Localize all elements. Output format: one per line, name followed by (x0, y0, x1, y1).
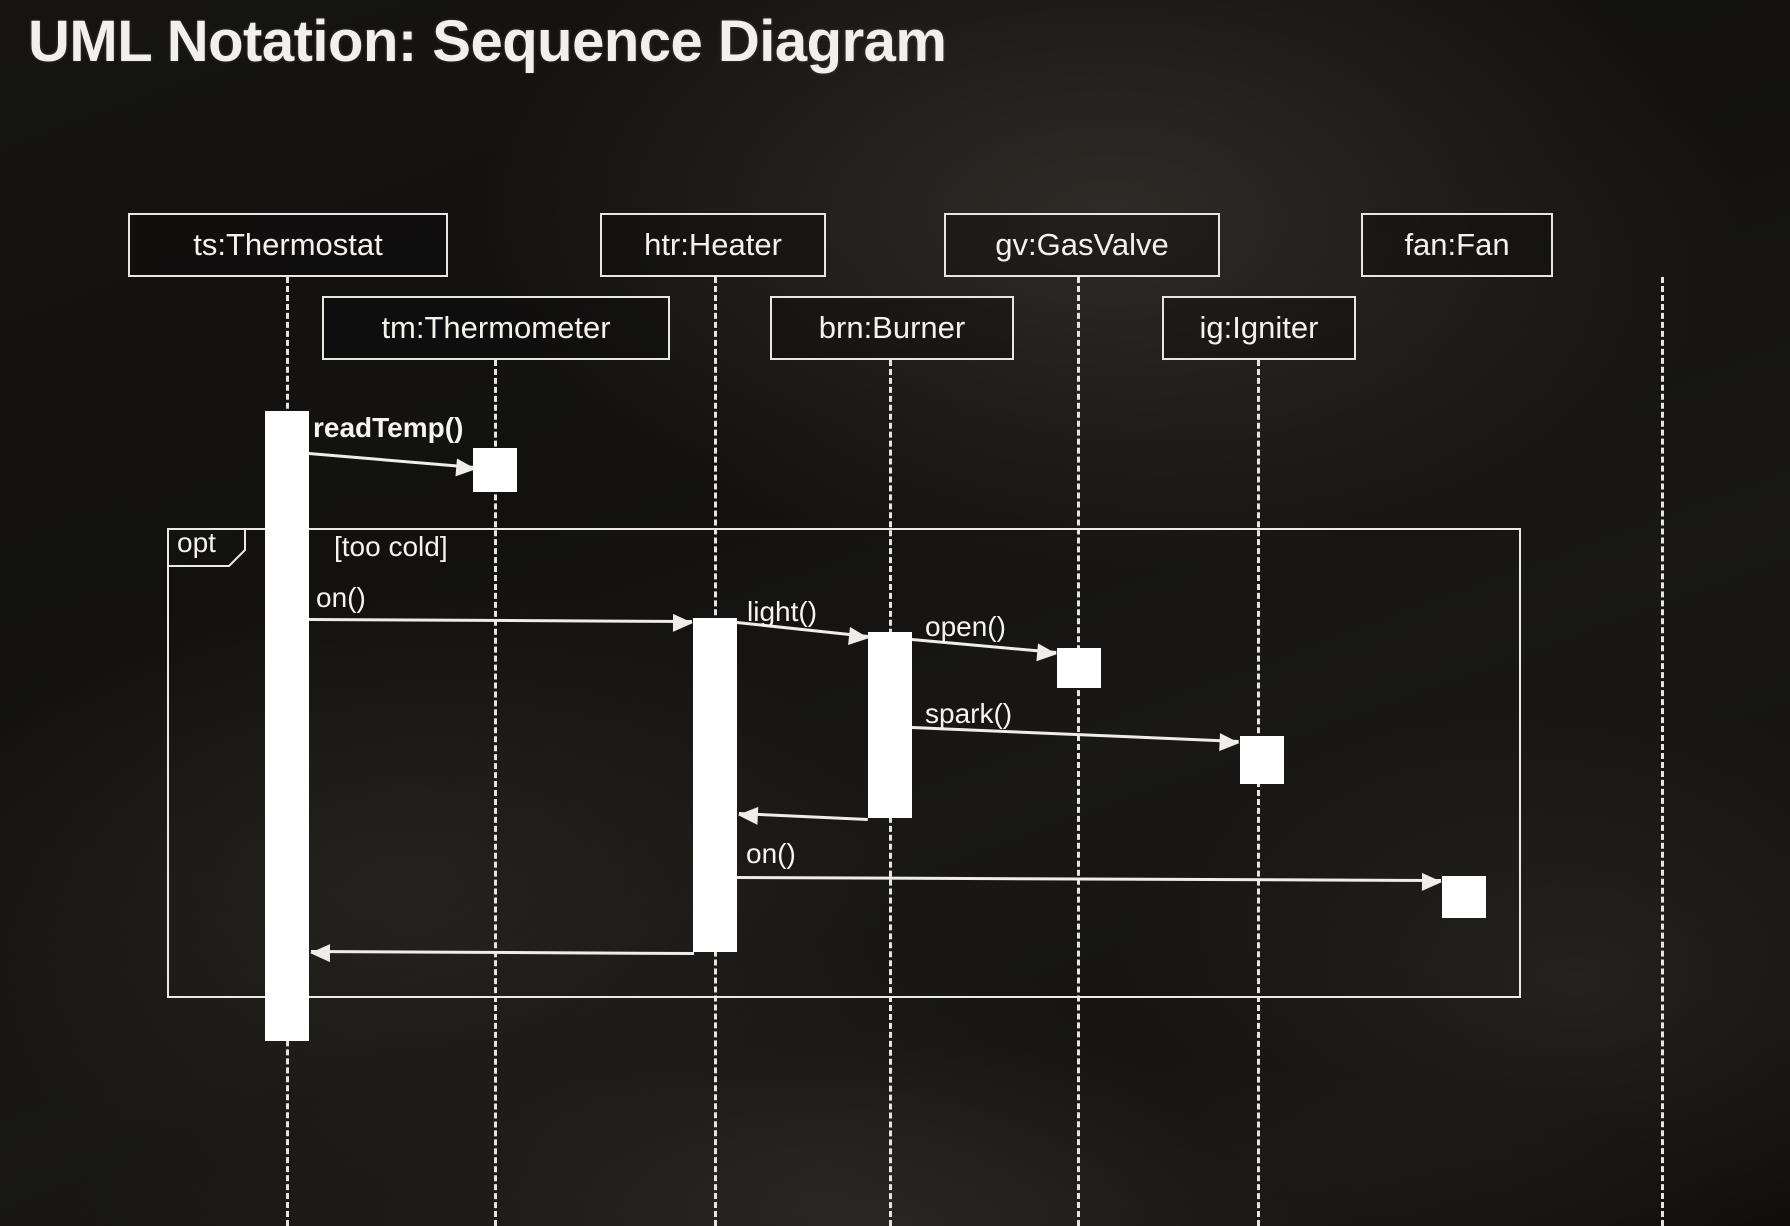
lifeline-head-label: ig:Igniter (1199, 310, 1319, 345)
message-label-spark: spark() (925, 698, 1013, 729)
arrowhead-icon (309, 943, 331, 963)
lifeline-head-gv-gasvalve[interactable]: gv:GasValve (944, 213, 1220, 277)
arrowhead-icon (1219, 733, 1241, 753)
message-label-on: on() (316, 582, 366, 613)
lifeline-head-label: brn:Burner (818, 310, 966, 345)
page-title: UML Notation: Sequence Diagram (28, 9, 947, 74)
message-label-on: on() (746, 838, 796, 869)
lifeline-head-htr-heater[interactable]: htr:Heater (600, 213, 826, 277)
fragment-operator-label: opt (177, 527, 216, 558)
lifeline-ig-igniter (1257, 360, 1260, 1226)
lifeline-head-label: tm:Thermometer (381, 310, 611, 345)
lifeline-head-label: gv:GasValve (995, 227, 1169, 262)
message-arrow-readtemp[interactable] (308, 452, 477, 479)
lifeline-head-label: htr:Heater (644, 227, 782, 262)
lifeline-head-tm-thermometer[interactable]: tm:Thermometer (322, 296, 670, 360)
lifeline-head-label: fan:Fan (1404, 227, 1510, 262)
lifeline-head-ts-thermostat[interactable]: ts:Thermostat (128, 213, 448, 277)
fragment-operator-tag: opt (167, 527, 246, 567)
activation-bar-brn-burner[interactable] (868, 632, 912, 818)
arrowhead-icon (847, 627, 870, 648)
activation-bar-ts-thermostat[interactable] (265, 411, 309, 1041)
lifeline-head-brn-burner[interactable]: brn:Burner (770, 296, 1014, 360)
lifeline-gv-gasvalve (1077, 277, 1080, 1226)
lifeline-fan-fan (1661, 277, 1664, 1226)
message-label-open: open() (925, 611, 1006, 642)
activation-bar-htr-heater[interactable] (693, 618, 737, 952)
combined-fragment-opt[interactable] (167, 528, 1521, 998)
fragment-guard-condition: [too cold] (334, 531, 448, 562)
arrowhead-icon (1421, 872, 1443, 892)
activation-bar-fan-fan[interactable] (1442, 876, 1486, 918)
arrowhead-icon (672, 613, 694, 633)
activation-bar-gv-gasvalve[interactable] (1057, 648, 1101, 688)
lifeline-head-ig-igniter[interactable]: ig:Igniter (1162, 296, 1356, 360)
arrowhead-icon (1035, 643, 1058, 664)
lifeline-head-fan-fan[interactable]: fan:Fan (1361, 213, 1553, 277)
lifeline-head-label: ts:Thermostat (193, 227, 383, 262)
lifeline-tm-thermometer (494, 360, 497, 1226)
activation-bar-tm-thermometer[interactable] (473, 448, 517, 492)
arrowhead-icon (737, 805, 759, 825)
message-label-readtemp: readTemp() (313, 412, 464, 443)
message-label-light: light() (747, 596, 818, 627)
activation-bar-ig-igniter[interactable] (1240, 736, 1284, 784)
